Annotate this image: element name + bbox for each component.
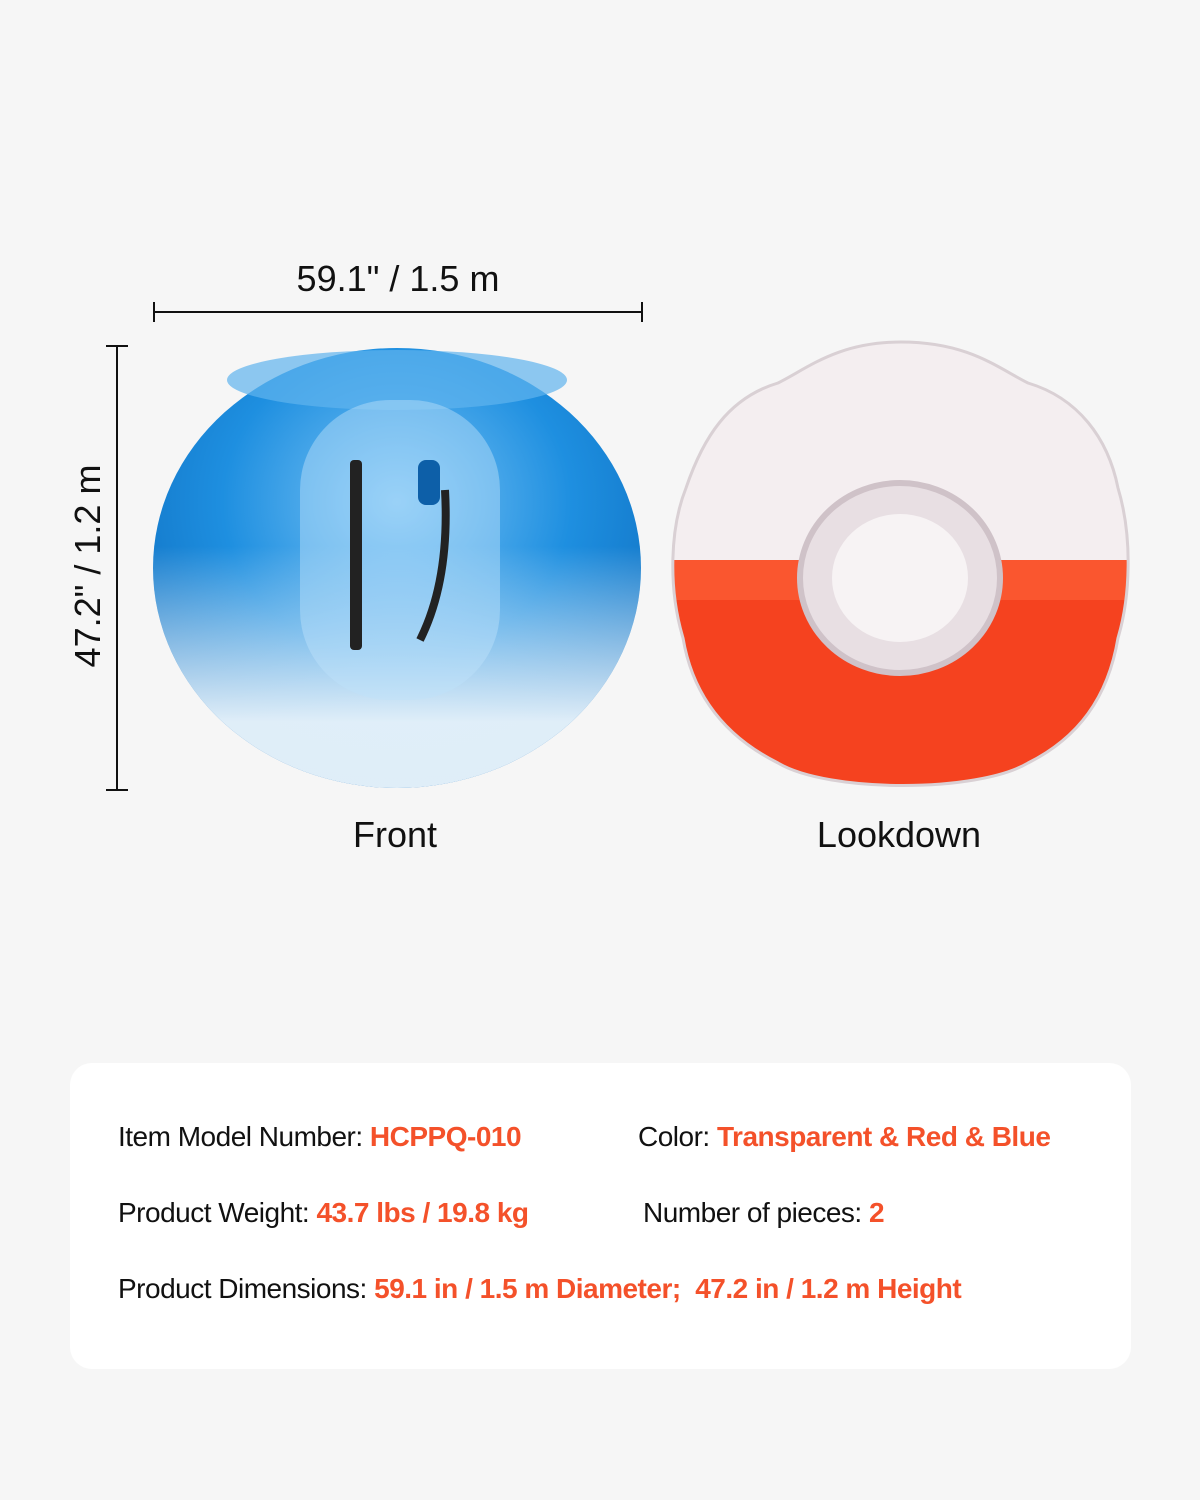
spec-weight: Product Weight: 43.7 lbs / 19.8 kg <box>118 1197 529 1229</box>
height-dimension-line <box>106 345 128 791</box>
spec-card <box>70 1063 1131 1369</box>
spec-dimensions-value: 59.1 in / 1.5 m Diameter; 47.2 in / 1.2 … <box>374 1273 962 1304</box>
spec-color-value: Transparent & Red & Blue <box>716 1121 1051 1152</box>
spec-model-value: HCPPQ-010 <box>369 1121 522 1152</box>
spec-weight-label: Product Weight: <box>118 1197 310 1228</box>
width-dimension-label: 59.1" / 1.5 m <box>296 258 500 299</box>
spec-dimensions: Product Dimensions: 59.1 in / 1.5 m Diam… <box>118 1273 962 1305</box>
front-ball-image <box>153 348 641 788</box>
spec-weight-value: 43.7 lbs / 19.8 kg <box>316 1197 529 1228</box>
lookdown-ball-image <box>671 340 1130 787</box>
lookdown-view-label: Lookdown <box>816 814 982 855</box>
front-view-label: Front <box>352 814 438 855</box>
spec-model-label: Item Model Number: <box>118 1121 363 1152</box>
spec-pieces: Number of pieces: 2 <box>643 1197 885 1229</box>
spec-pieces-label: Number of pieces: <box>643 1197 862 1228</box>
height-dimension-label: 47.2" / 1.2 m <box>67 464 108 668</box>
spec-model: Item Model Number: HCPPQ-010 <box>118 1121 522 1153</box>
spec-color: Color: Transparent & Red & Blue <box>638 1121 1051 1153</box>
spec-dimensions-label: Product Dimensions: <box>118 1273 367 1304</box>
spec-color-label: Color: <box>638 1121 710 1152</box>
spec-pieces-value: 2 <box>869 1197 885 1228</box>
width-dimension-line <box>153 302 643 322</box>
